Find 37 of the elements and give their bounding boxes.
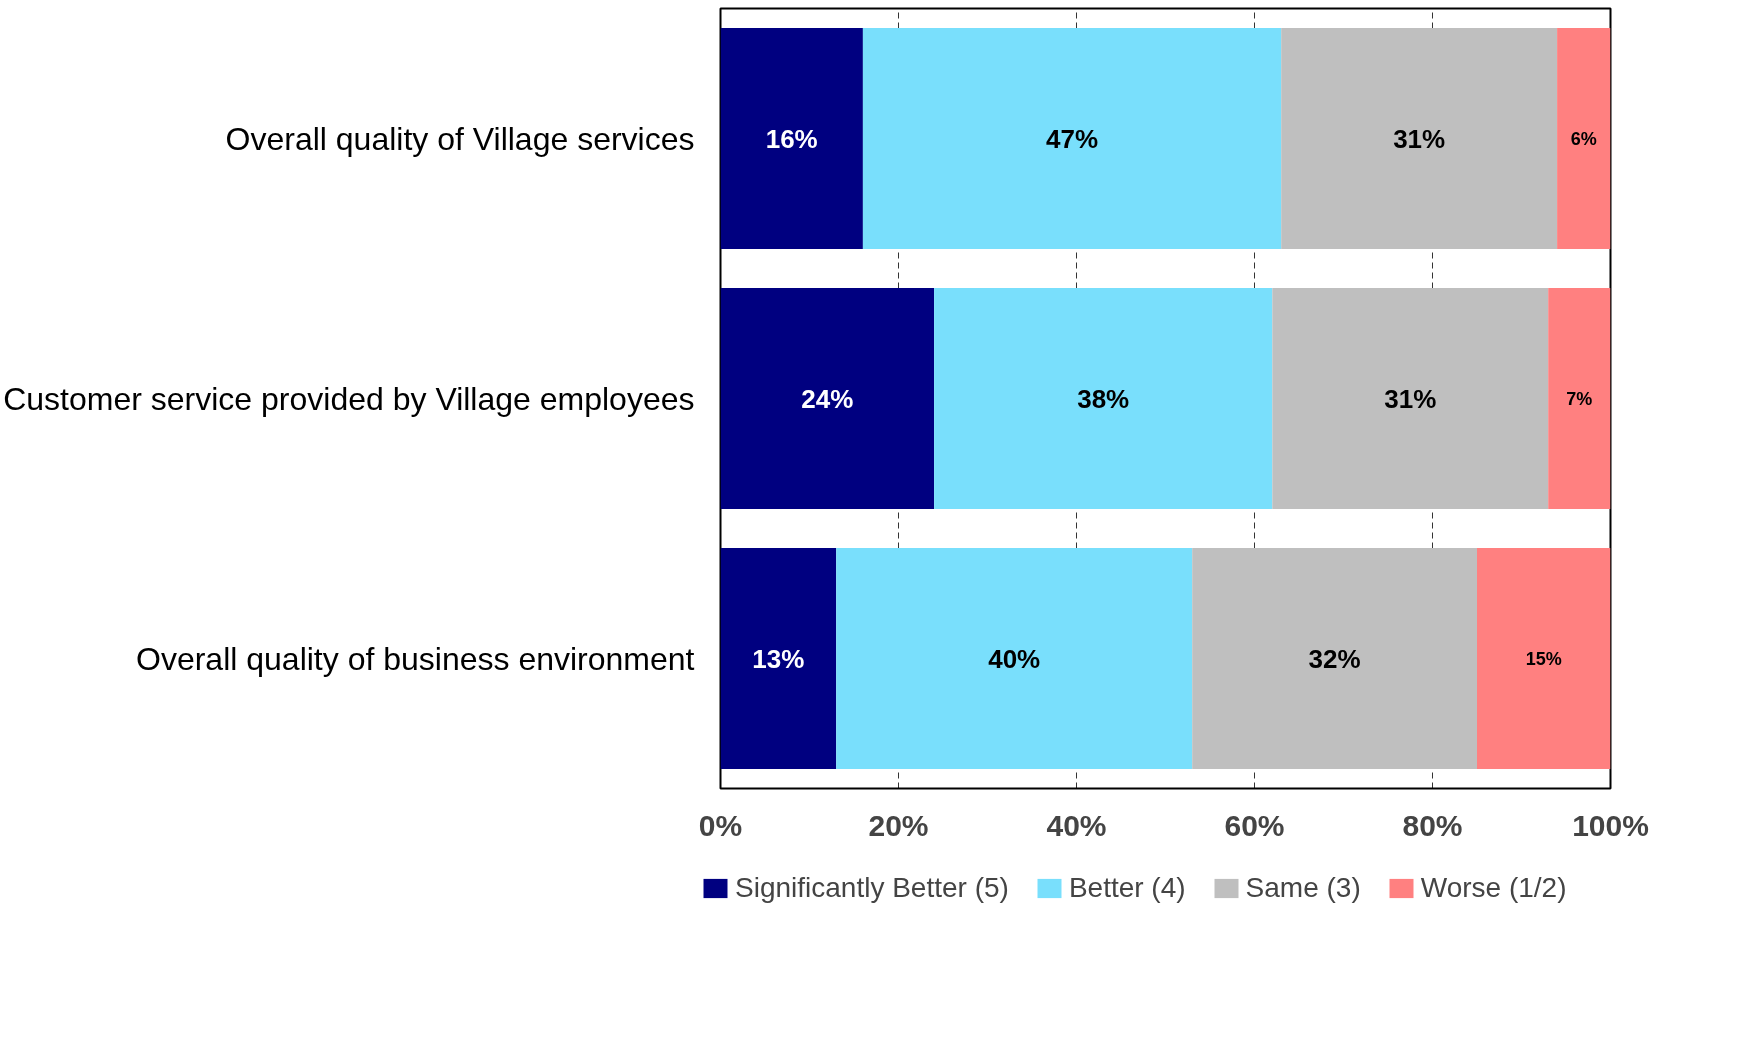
y-tick-label: Overall quality of business environment <box>136 640 695 677</box>
bar <box>1192 548 1477 769</box>
bar <box>720 548 837 769</box>
x-tick-label: 20% <box>868 808 929 842</box>
x-tick-label: 0% <box>698 808 743 842</box>
x-tick-label: 60% <box>1224 808 1285 842</box>
data-label: 24% <box>801 383 854 414</box>
x-tick-label: 80% <box>1402 808 1463 842</box>
bar <box>1548 288 1611 509</box>
bar <box>836 548 1193 769</box>
data-label: 13% <box>752 643 805 674</box>
data-label: 16% <box>765 123 818 154</box>
bar <box>1272 288 1549 509</box>
data-label: 7% <box>1566 388 1593 409</box>
x-tick-label: 100% <box>1572 808 1649 842</box>
data-label: 47% <box>1046 123 1099 154</box>
legend-label: Better (4) <box>1068 872 1186 904</box>
legend-label: Same (3) <box>1245 872 1361 904</box>
data-label: 15% <box>1525 648 1562 669</box>
bar <box>1281 28 1558 249</box>
bar <box>934 288 1273 509</box>
data-label: 40% <box>988 643 1041 674</box>
data-label: 38% <box>1077 383 1130 414</box>
data-label: 31% <box>1384 383 1437 414</box>
y-tick-label: Overall quality of Village services <box>225 120 695 157</box>
bar <box>862 28 1282 249</box>
bar <box>1557 28 1611 249</box>
y-tick-label: Customer service provided by Village employees <box>3 380 695 417</box>
legend-label: Significantly Better (5) <box>735 872 1009 904</box>
legend-label: Worse (1/2) <box>1420 872 1567 904</box>
bar <box>1477 548 1611 769</box>
bar <box>720 28 863 249</box>
data-label: 32% <box>1308 643 1361 674</box>
data-label: 6% <box>1570 128 1597 149</box>
bar <box>720 288 935 509</box>
data-label: 31% <box>1393 123 1446 154</box>
x-tick-label: 40% <box>1046 808 1107 842</box>
